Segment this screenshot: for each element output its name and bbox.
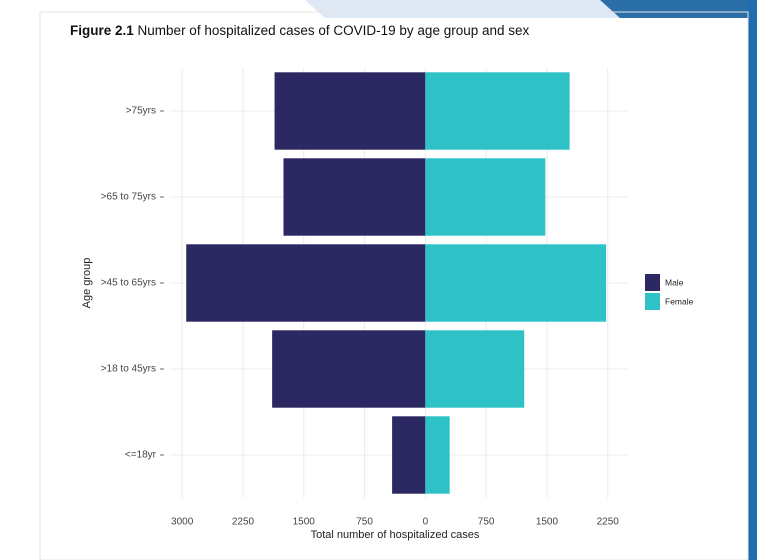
x-axis-label: Total number of hospitalized cases xyxy=(311,529,480,541)
title-text: Number of hospitalized cases of COVID-19… xyxy=(138,23,530,38)
y-tick-label: >65 to 75yrs xyxy=(101,192,156,203)
bar xyxy=(392,416,426,494)
bar xyxy=(272,330,426,408)
legend-swatch xyxy=(645,293,660,310)
decoration xyxy=(305,0,630,18)
x-tick-label: 1500 xyxy=(536,517,559,528)
legend-swatch xyxy=(645,274,660,291)
x-tick-label: 2250 xyxy=(597,517,620,528)
bar xyxy=(425,244,607,322)
x-tick-label: 1500 xyxy=(293,517,316,528)
x-tick-label: 750 xyxy=(478,517,495,528)
y-tick-label: >18 to 45yrs xyxy=(101,364,156,375)
x-tick-label: 0 xyxy=(423,517,429,528)
legend-label: Female xyxy=(665,296,694,306)
figure-label: Figure 2.1 xyxy=(70,23,134,38)
x-tick-label: 2250 xyxy=(232,517,255,528)
bar xyxy=(274,72,426,150)
y-tick-label: >75yrs xyxy=(126,106,156,117)
bar xyxy=(425,72,570,150)
bar xyxy=(425,416,450,494)
y-axis-label: Age group xyxy=(81,258,93,309)
chart-title: Figure 2.1 Number of hospitalized cases … xyxy=(70,23,530,38)
frame xyxy=(39,11,749,560)
y-tick-label: >45 to 65yrs xyxy=(101,278,156,289)
bar xyxy=(425,158,546,236)
bar xyxy=(283,158,426,236)
legend-label: Male xyxy=(665,277,684,287)
x-tick-label: 3000 xyxy=(171,517,194,528)
x-tick-label: 750 xyxy=(356,517,373,528)
decoration xyxy=(600,0,757,18)
decoration xyxy=(748,0,757,560)
y-tick-label: <=18yr xyxy=(125,450,157,461)
bar xyxy=(186,244,426,322)
bar xyxy=(425,330,525,408)
